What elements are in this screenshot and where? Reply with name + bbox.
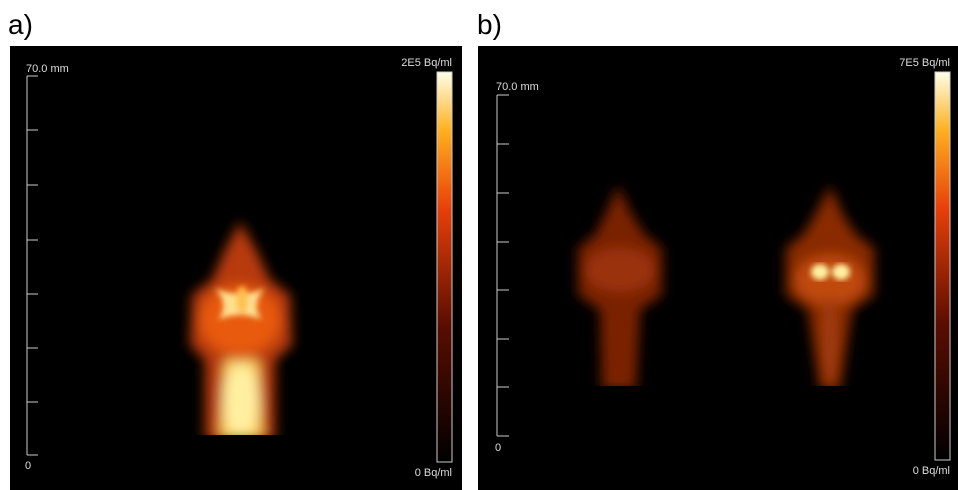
pet-image (190, 222, 292, 435)
panel-label: b) (477, 9, 502, 40)
colorbar (436, 71, 453, 463)
colorbar-max: 2E5 Bq/ml (401, 57, 452, 69)
scale-ticks (27, 75, 38, 456)
colorbar (934, 71, 951, 461)
scale-top-label: 70.0 mm (26, 63, 69, 75)
colorbar-min: 0 Bq/ml (415, 467, 452, 479)
image-panel (478, 46, 958, 490)
pet-image (578, 186, 874, 386)
scale-bottom-label: 0 (25, 460, 31, 472)
panel-label: a) (8, 9, 33, 40)
colorbar-min: 0 Bq/ml (913, 465, 950, 477)
scale-ticks (497, 94, 509, 437)
scale-top-label: 70.0 mm (496, 81, 539, 93)
colorbar-max: 7E5 Bq/ml (899, 57, 950, 69)
scale-bottom-label: 0 (495, 442, 501, 454)
